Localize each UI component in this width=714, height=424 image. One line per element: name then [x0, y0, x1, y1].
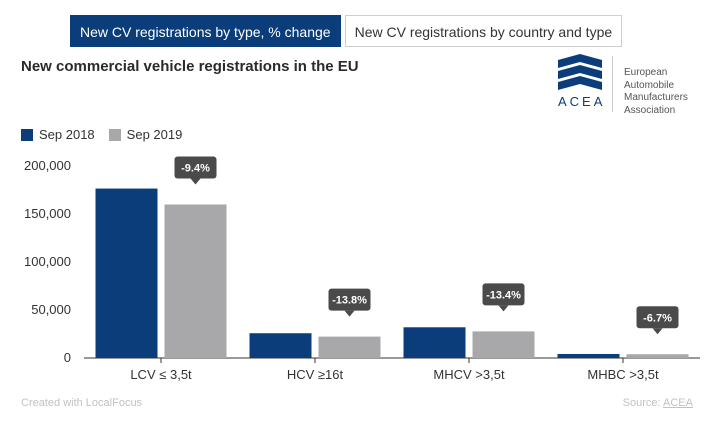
y-tick-label: 50,000 [31, 302, 71, 317]
bar [403, 327, 466, 358]
source-credit: Source: ACEA [623, 397, 693, 409]
legend-label-sep-2018: Sep 2018 [39, 127, 95, 142]
logo-org-line: Association [624, 104, 676, 116]
change-label: -13.8% [332, 295, 367, 307]
logo-org-line: Manufacturers [624, 92, 688, 103]
tab-cv-registrations-by-type[interactable]: New CV registrations by type, % change [70, 15, 341, 47]
bar [318, 336, 381, 358]
bar [95, 188, 158, 358]
legend-label-sep-2019: Sep 2019 [126, 127, 183, 142]
chart-title: New commercial vehicle registrations in … [21, 58, 359, 75]
legend-swatch-sep-2018 [21, 128, 33, 141]
change-label: -9.4% [181, 162, 210, 174]
x-tick-label: MHCV >3,5t [433, 367, 505, 382]
change-badge [174, 156, 217, 179]
change-label: -6.7% [643, 312, 672, 324]
x-tick-label: HCV ≥16t [287, 367, 344, 382]
logo-wordmark: ACEA [558, 94, 606, 109]
logo-org-line: Automobile [624, 79, 675, 91]
logo-org-name: European Automobile Manufacturers Associ… [624, 67, 688, 117]
acea-logo-icon [558, 54, 602, 90]
logo-org-line: European [624, 67, 668, 78]
y-tick-label: 0 [64, 350, 71, 365]
legend-item-sep-2018[interactable]: Sep 2018 [21, 127, 95, 142]
change-badge-pointer [652, 328, 663, 335]
change-badge [328, 288, 371, 311]
change-badge-pointer [190, 178, 201, 185]
x-tick-label: MHBC >3,5t [587, 367, 659, 382]
legend-swatch-sep-2019 [108, 128, 121, 141]
y-tick-label: 100,000 [24, 254, 71, 269]
y-tick-label: 150,000 [24, 206, 71, 221]
chart-legend: Sep 2018 Sep 2019 [21, 127, 182, 142]
bar [249, 333, 312, 358]
change-badge [482, 283, 525, 306]
source-link[interactable]: ACEA [663, 397, 693, 409]
tab-bar: New CV registrations by type, % change N… [70, 15, 623, 47]
bar [164, 204, 227, 358]
bar-chart: 200,000 150,000 100,000 50,000 0 LCV ≤ 3,5t -9… [24, 156, 700, 382]
created-with-credit: Created with LocalFocus [21, 397, 143, 409]
bar [557, 353, 620, 358]
legend-item-sep-2019[interactable]: Sep 2019 [108, 127, 183, 142]
change-label: -13.4% [486, 289, 521, 301]
logo-divider [612, 56, 613, 112]
bar [626, 354, 689, 358]
change-badge-pointer [344, 310, 355, 317]
tab-cv-registrations-by-country[interactable]: New CV registrations by country and type [344, 15, 623, 47]
bar [472, 331, 535, 358]
change-badge [636, 306, 679, 329]
change-badge-pointer [498, 305, 509, 312]
y-tick-label: 200,000 [24, 158, 71, 173]
source-label: Source: [622, 397, 661, 409]
x-tick-label: LCV ≤ 3,5t [130, 367, 192, 382]
